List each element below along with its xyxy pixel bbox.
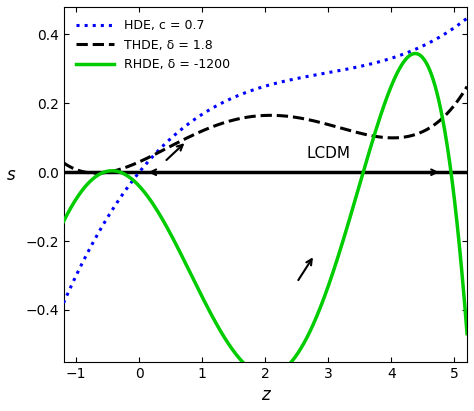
RHDE, δ = -1200 xyxy=(264,373,270,378)
THDE, δ = 1.8 xyxy=(383,135,389,140)
Line: RHDE, δ = -1200: RHDE, δ = -1200 xyxy=(64,53,467,376)
THDE, δ = 1.8 xyxy=(239,116,245,121)
RHDE, δ = -1200 xyxy=(338,245,344,250)
THDE, δ = 1.8 xyxy=(61,160,66,165)
HDE, c = 0.7 xyxy=(102,219,108,224)
Text: LCDM: LCDM xyxy=(306,146,350,162)
HDE, c = 0.7 xyxy=(375,60,381,65)
HDE, c = 0.7 xyxy=(383,58,388,62)
HDE, c = 0.7 xyxy=(238,92,244,97)
Legend: HDE, c = 0.7, THDE, δ = 1.8, RHDE, δ = -1200: HDE, c = 0.7, THDE, δ = 1.8, RHDE, δ = -… xyxy=(70,13,236,77)
RHDE, δ = -1200 xyxy=(238,358,244,363)
THDE, δ = 1.8 xyxy=(224,119,230,124)
RHDE, δ = -1200 xyxy=(464,331,470,336)
THDE, δ = 1.8 xyxy=(464,84,470,89)
HDE, c = 0.7 xyxy=(338,68,344,73)
Y-axis label: s: s xyxy=(7,166,16,184)
X-axis label: z: z xyxy=(261,386,270,404)
RHDE, δ = -1200 xyxy=(224,339,229,344)
Line: HDE, c = 0.7: HDE, c = 0.7 xyxy=(64,18,467,303)
HDE, c = 0.7 xyxy=(464,16,470,21)
RHDE, δ = -1200 xyxy=(412,51,418,56)
Line: THDE, δ = 1.8: THDE, δ = 1.8 xyxy=(64,86,467,173)
RHDE, δ = -1200 xyxy=(376,119,382,124)
THDE, δ = 1.8 xyxy=(376,134,382,139)
THDE, δ = 1.8 xyxy=(93,171,99,175)
THDE, δ = 1.8 xyxy=(338,126,344,131)
RHDE, δ = -1200 xyxy=(61,219,66,224)
HDE, c = 0.7 xyxy=(224,98,229,103)
RHDE, δ = -1200 xyxy=(383,98,389,103)
RHDE, δ = -1200 xyxy=(102,169,108,174)
THDE, δ = 1.8 xyxy=(102,170,108,175)
HDE, c = 0.7 xyxy=(61,300,66,305)
